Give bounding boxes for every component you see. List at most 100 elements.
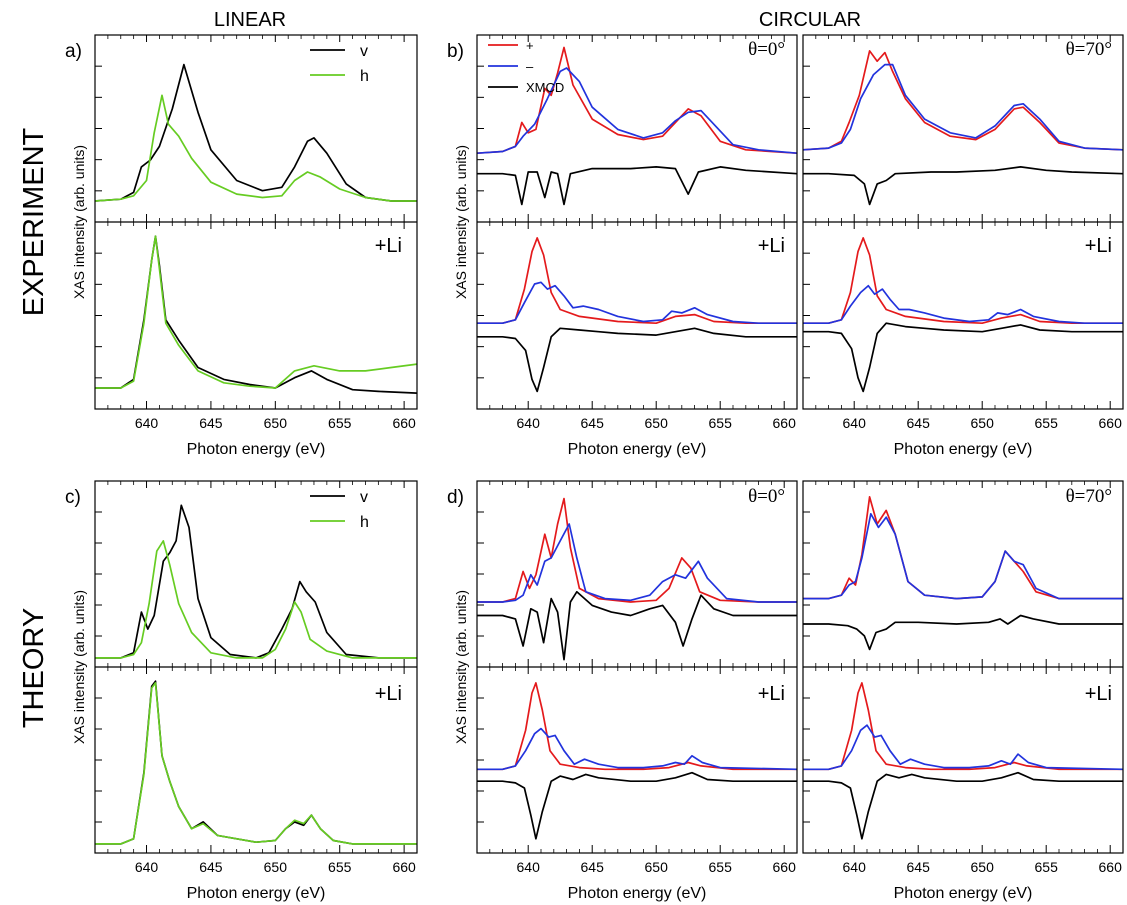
x-tick-label: 660 (773, 415, 797, 431)
x-axis-label: Photon energy (eV) (568, 441, 707, 458)
x-tick-label: 640 (517, 415, 541, 431)
series-line-xmcd-9 (803, 614, 1123, 651)
axes-frame-0-2: 640 645 650 655 660 Photon energy (eV) (802, 34, 1124, 458)
x-tick-label: 660 (392, 859, 416, 875)
series-line-xmcd-11 (803, 771, 1123, 840)
series-line-plus-10 (477, 682, 797, 771)
plot-4 (477, 237, 797, 393)
legend-label-minus: – (526, 59, 534, 74)
x-axis-label: Photon energy (eV) (894, 441, 1033, 458)
axes-frame-1-1: 640 645 650 655 660 Photon energy (eV) (476, 480, 798, 902)
theta-label-d-70: θ=70° (1066, 486, 1112, 507)
series-line-plus-11 (803, 682, 1123, 771)
series-line-plus-5 (803, 237, 1123, 325)
y-axis-label: XAS intensity (arb. units) (71, 590, 87, 744)
li-label-c: +Li (375, 683, 402, 705)
series-line-v-6 (95, 504, 417, 659)
legend-label-plus: + (526, 38, 534, 53)
series-line-h-6 (95, 540, 417, 659)
x-tick-label: 655 (328, 415, 352, 431)
series-line-plus-3 (802, 50, 1124, 151)
plot-11 (803, 682, 1124, 840)
x-tick-label: 650 (264, 859, 288, 875)
x-tick-label: 660 (1099, 859, 1123, 875)
linear-column-title: LINEAR (214, 9, 286, 31)
series-line-xmcd-5 (803, 322, 1123, 393)
series-line-minus-5 (803, 284, 1123, 325)
series-line-h-1 (95, 235, 418, 389)
series-line-v-7 (95, 680, 417, 845)
axes-frame-1-0: 640 645 650 655 660 Photon energy (eV) (94, 480, 418, 902)
panel-label-b: b) (447, 41, 464, 62)
x-tick-label: 655 (709, 859, 733, 875)
series-line-v-1 (95, 235, 418, 394)
x-tick-label: 655 (328, 859, 352, 875)
x-tick-label: 640 (843, 859, 867, 875)
legend-label-v: v (360, 43, 368, 60)
x-tick-label: 640 (843, 415, 867, 431)
x-tick-label: 645 (907, 415, 931, 431)
plot-9 (803, 496, 1123, 651)
li-label-d-70: +Li (1085, 683, 1112, 705)
plot-10 (477, 682, 798, 840)
series-line-minus-9 (803, 512, 1123, 600)
series-line-minus-4 (477, 281, 797, 325)
series-line-xmcd-10 (477, 771, 797, 840)
series-line-xmcd-4 (477, 327, 797, 393)
x-tick-label: 640 (517, 859, 541, 875)
li-label-a: +Li (375, 235, 402, 257)
series-line-plus-8 (477, 497, 797, 603)
li-label-d-0: +Li (758, 683, 785, 705)
plot-1 (95, 235, 418, 394)
x-tick-label: 650 (971, 859, 995, 875)
series-line-minus-2 (476, 67, 798, 155)
y-axis-label: XAS intensity (arb. units) (71, 145, 87, 299)
plot-2 (476, 46, 798, 206)
x-axis-label: Photon energy (eV) (187, 441, 326, 458)
x-tick-label: 640 (135, 859, 159, 875)
x-tick-label: 645 (581, 415, 605, 431)
axes-frame-1-2: 640 645 650 655 660 Photon energy (eV) (802, 480, 1124, 902)
x-tick-label: 645 (907, 859, 931, 875)
x-tick-label: 650 (645, 859, 669, 875)
x-tick-label: 650 (264, 415, 288, 431)
series-line-minus-3 (802, 63, 1124, 151)
x-axis-label: Photon energy (eV) (894, 885, 1033, 902)
x-tick-label: 660 (392, 415, 416, 431)
axes-frame-0-0: 640 645 650 655 660 Photon energy (eV) (94, 34, 418, 458)
li-label-b-0: +Li (758, 235, 785, 257)
legend-circular-b: + – XMCD (488, 38, 564, 95)
x-tick-label: 655 (1035, 415, 1059, 431)
theta-label-d-0: θ=0° (748, 486, 785, 507)
x-tick-label: 660 (773, 859, 797, 875)
panel-label-a: a) (65, 41, 82, 62)
legend-label-h: h (360, 514, 369, 531)
series-line-h-0 (94, 94, 417, 202)
series-line-minus-11 (803, 724, 1124, 771)
legend-label-xmcd: XMCD (526, 80, 564, 95)
x-tick-label: 645 (581, 859, 605, 875)
x-tick-label: 645 (199, 415, 223, 431)
plot-6 (95, 504, 417, 659)
series-line-v-0 (94, 63, 417, 202)
series-line-minus-10 (477, 727, 798, 771)
x-tick-label: 640 (135, 415, 159, 431)
series-line-xmcd-8 (477, 590, 797, 661)
legend-linear-a: v h (310, 43, 369, 85)
plot-0 (94, 63, 417, 202)
x-tick-label: 645 (199, 859, 223, 875)
theta-label-b-70: θ=70° (1066, 39, 1112, 60)
legend-label-v: v (360, 489, 368, 506)
series-line-h-7 (95, 682, 417, 845)
legend-linear-c: v h (310, 489, 369, 531)
x-axis-label: Photon energy (eV) (187, 885, 326, 902)
x-tick-label: 660 (1099, 415, 1123, 431)
y-axis-label: XAS intensity (arb. units) (453, 590, 469, 744)
y-axis-label: XAS intensity (arb. units) (453, 145, 469, 299)
panel-label-c: c) (65, 487, 81, 508)
experiment-row-title: EXPERIMENT (18, 127, 50, 316)
series-line-xmcd-3 (803, 166, 1124, 206)
plot-7 (95, 680, 417, 845)
